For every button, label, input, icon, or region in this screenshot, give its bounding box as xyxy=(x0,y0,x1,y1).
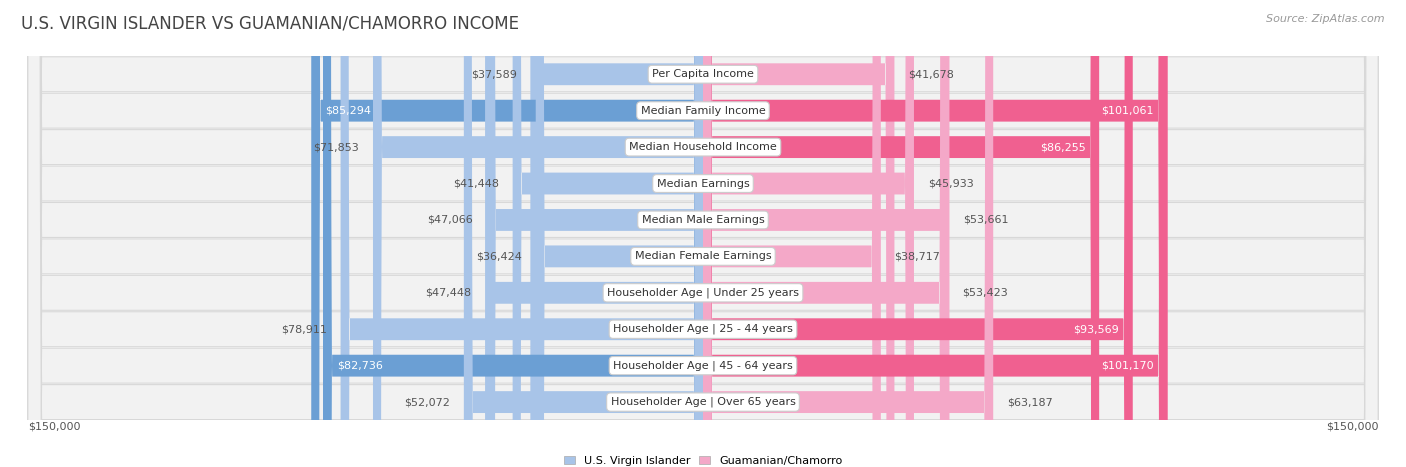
FancyBboxPatch shape xyxy=(530,0,703,467)
Text: $101,061: $101,061 xyxy=(1101,106,1153,116)
FancyBboxPatch shape xyxy=(703,0,1133,467)
Text: $38,717: $38,717 xyxy=(894,251,941,262)
FancyBboxPatch shape xyxy=(464,0,703,467)
FancyBboxPatch shape xyxy=(513,0,703,467)
Text: U.S. VIRGIN ISLANDER VS GUAMANIAN/CHAMORRO INCOME: U.S. VIRGIN ISLANDER VS GUAMANIAN/CHAMOR… xyxy=(21,14,519,32)
Text: $150,000: $150,000 xyxy=(28,421,80,431)
Text: $37,589: $37,589 xyxy=(471,69,516,79)
FancyBboxPatch shape xyxy=(703,0,1167,467)
FancyBboxPatch shape xyxy=(373,0,703,467)
FancyBboxPatch shape xyxy=(28,0,1378,467)
Text: Source: ZipAtlas.com: Source: ZipAtlas.com xyxy=(1267,14,1385,24)
Text: Median Earnings: Median Earnings xyxy=(657,178,749,189)
FancyBboxPatch shape xyxy=(703,0,914,467)
FancyBboxPatch shape xyxy=(28,0,1378,467)
Text: Householder Age | Over 65 years: Householder Age | Over 65 years xyxy=(610,397,796,407)
FancyBboxPatch shape xyxy=(703,0,949,467)
Text: $150,000: $150,000 xyxy=(1326,421,1378,431)
FancyBboxPatch shape xyxy=(28,0,1378,467)
FancyBboxPatch shape xyxy=(28,0,1378,467)
Text: Median Female Earnings: Median Female Earnings xyxy=(634,251,772,262)
FancyBboxPatch shape xyxy=(703,0,880,467)
FancyBboxPatch shape xyxy=(703,0,1099,467)
FancyBboxPatch shape xyxy=(703,0,949,467)
Text: $82,736: $82,736 xyxy=(337,361,382,371)
Text: Householder Age | Under 25 years: Householder Age | Under 25 years xyxy=(607,288,799,298)
Text: $47,448: $47,448 xyxy=(425,288,471,298)
Text: $41,678: $41,678 xyxy=(908,69,955,79)
FancyBboxPatch shape xyxy=(28,0,1378,467)
Text: $63,187: $63,187 xyxy=(1007,397,1053,407)
Text: $53,661: $53,661 xyxy=(963,215,1008,225)
FancyBboxPatch shape xyxy=(28,0,1378,467)
Text: Householder Age | 25 - 44 years: Householder Age | 25 - 44 years xyxy=(613,324,793,334)
FancyBboxPatch shape xyxy=(703,0,993,467)
Legend: U.S. Virgin Islander, Guamanian/Chamorro: U.S. Virgin Islander, Guamanian/Chamorro xyxy=(564,456,842,466)
FancyBboxPatch shape xyxy=(703,0,894,467)
FancyBboxPatch shape xyxy=(485,0,703,467)
Text: Per Capita Income: Per Capita Income xyxy=(652,69,754,79)
FancyBboxPatch shape xyxy=(536,0,703,467)
FancyBboxPatch shape xyxy=(323,0,703,467)
Text: $86,255: $86,255 xyxy=(1039,142,1085,152)
FancyBboxPatch shape xyxy=(28,0,1378,467)
FancyBboxPatch shape xyxy=(28,0,1378,467)
Text: $47,066: $47,066 xyxy=(427,215,472,225)
Text: Median Male Earnings: Median Male Earnings xyxy=(641,215,765,225)
Text: $41,448: $41,448 xyxy=(453,178,499,189)
Text: $78,911: $78,911 xyxy=(281,324,326,334)
Text: $101,170: $101,170 xyxy=(1101,361,1154,371)
FancyBboxPatch shape xyxy=(486,0,703,467)
FancyBboxPatch shape xyxy=(703,0,1167,467)
Text: $52,072: $52,072 xyxy=(404,397,450,407)
Text: Median Household Income: Median Household Income xyxy=(628,142,778,152)
Text: $85,294: $85,294 xyxy=(325,106,371,116)
Text: $71,853: $71,853 xyxy=(314,142,359,152)
FancyBboxPatch shape xyxy=(28,0,1378,467)
Text: $93,569: $93,569 xyxy=(1073,324,1119,334)
FancyBboxPatch shape xyxy=(28,0,1378,467)
Text: $36,424: $36,424 xyxy=(477,251,522,262)
FancyBboxPatch shape xyxy=(311,0,703,467)
Text: Householder Age | 45 - 64 years: Householder Age | 45 - 64 years xyxy=(613,361,793,371)
FancyBboxPatch shape xyxy=(340,0,703,467)
Text: $53,423: $53,423 xyxy=(962,288,1008,298)
Text: $45,933: $45,933 xyxy=(928,178,973,189)
Text: Median Family Income: Median Family Income xyxy=(641,106,765,116)
